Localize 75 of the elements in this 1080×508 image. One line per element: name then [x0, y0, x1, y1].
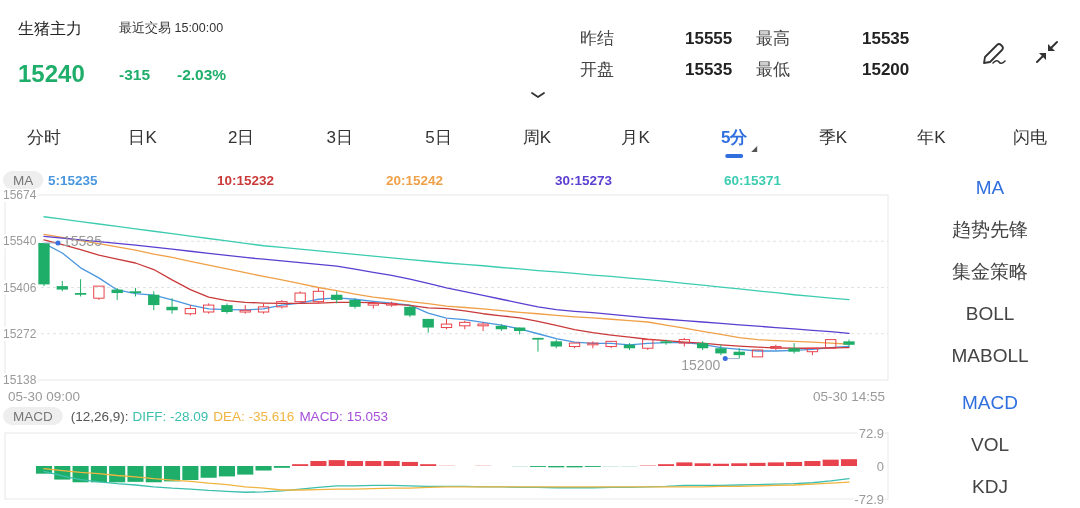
text: 最高 — [756, 28, 790, 48]
text: 60:15371 — [724, 172, 782, 188]
text: DIFF: -28.09 — [132, 408, 209, 424]
bar — [694, 463, 711, 466]
bar — [786, 461, 803, 466]
chart-subtitle: (12,26,9): — [70, 408, 129, 424]
text: 最低 — [756, 59, 790, 79]
bar — [401, 461, 418, 466]
text: 最近交易 15:00:00 — [119, 20, 224, 35]
text: 开盘 — [580, 59, 614, 79]
y-tick-label: 15674 — [3, 188, 37, 202]
bar — [127, 466, 144, 482]
bar — [731, 463, 748, 466]
y-tick-label: 15406 — [3, 280, 37, 295]
category-label: VOL — [970, 433, 1010, 455]
bar — [822, 459, 839, 466]
bar — [767, 462, 784, 466]
bar — [218, 466, 235, 477]
text: -315 — [119, 65, 151, 83]
bar — [365, 461, 382, 466]
category-label: MA — [975, 176, 1005, 198]
category-label: 年K — [917, 127, 947, 147]
bar — [200, 466, 217, 478]
bar — [310, 461, 327, 466]
text: 10:15232 — [217, 172, 275, 188]
text: 15535 — [862, 28, 910, 48]
category-label: 周K — [522, 127, 552, 147]
bar — [182, 466, 199, 481]
bar — [840, 459, 858, 466]
text: 20:15242 — [386, 172, 444, 188]
bar — [328, 460, 345, 466]
text: -2.03% — [177, 65, 227, 83]
x-tick-label: 05-30 09:00 — [7, 388, 81, 404]
category-label: 2日 — [227, 127, 255, 147]
text: 生猪主力 — [18, 19, 82, 37]
y-tick-label: 15272 — [3, 326, 37, 341]
bar — [237, 466, 254, 475]
category-label: MABOLL — [951, 344, 1029, 366]
annotation: 15200 — [681, 356, 721, 373]
category-label: 闪电 — [1013, 127, 1047, 147]
bar — [255, 466, 272, 471]
bar — [749, 462, 766, 466]
bar — [804, 461, 821, 466]
category-label: 季K — [818, 127, 848, 147]
category-label: 分时 — [27, 127, 61, 147]
text: 15240 — [18, 59, 85, 87]
line-series — [43, 216, 850, 301]
text: DEA: -35.616 — [213, 408, 295, 424]
category-label: 集金策略 — [952, 260, 1028, 282]
y-tick-label: 0 — [876, 458, 884, 474]
category-label: 3日 — [326, 127, 354, 147]
category-label: BOLL — [965, 302, 1015, 324]
bar — [676, 462, 693, 466]
legend-title: MACD — [13, 408, 53, 424]
legend-title: MA — [13, 172, 34, 188]
category-label: 趋势先锋 — [952, 218, 1028, 240]
text: 30:15273 — [555, 172, 613, 188]
text: 15555 — [685, 28, 733, 48]
bar — [383, 461, 400, 466]
x-tick-label: 05-30 14:55 — [812, 388, 886, 404]
y-tick-label: 72.9 — [858, 425, 884, 441]
text: 昨结 — [580, 28, 614, 48]
text: 15535 — [685, 59, 733, 79]
text: 5:15235 — [48, 172, 99, 188]
category-label: 5分 — [720, 127, 749, 147]
y-tick-label: 15540 — [3, 234, 37, 249]
y-tick-label: -72.9 — [854, 491, 884, 507]
category-label: MACD — [962, 391, 1018, 413]
category-label: 5日 — [425, 127, 452, 147]
y-tick-label: 15138 — [3, 373, 37, 387]
category-label: 月K — [621, 127, 651, 147]
bar — [346, 461, 364, 466]
category-label: KDJ — [972, 475, 1008, 497]
category-label: 日K — [128, 127, 158, 147]
text: 15200 — [862, 59, 910, 79]
